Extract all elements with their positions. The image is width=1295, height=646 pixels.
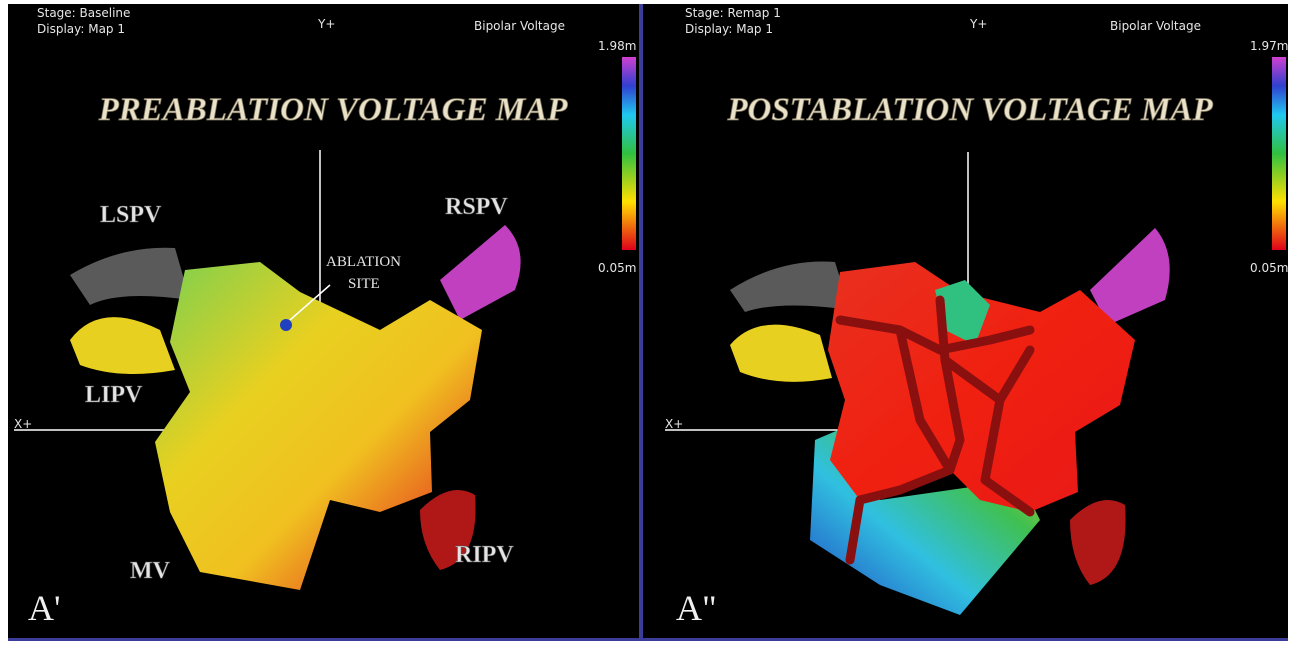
axis-x: X+ bbox=[14, 417, 32, 431]
map-title: POSTABLATION VOLTAGE MAP bbox=[726, 92, 1213, 128]
mode: Bipolar Voltage bbox=[474, 19, 565, 33]
label-lipv: LIPV bbox=[85, 382, 143, 408]
label-site: SITE bbox=[348, 276, 380, 292]
stage: Stage: Remap 1 bbox=[685, 6, 781, 20]
label-ablation: ABLATION bbox=[326, 254, 401, 270]
scale-max: 1.98m bbox=[598, 39, 636, 53]
axis-y: Y+ bbox=[317, 17, 335, 31]
bottom-border bbox=[8, 638, 1288, 641]
label-mv: MV bbox=[130, 558, 171, 584]
scale-max: 1.97m bbox=[1250, 39, 1288, 53]
stage: Stage: Baseline bbox=[37, 6, 130, 20]
figure: Stage: Baseline Display: Map 1 Y+ Bipola… bbox=[0, 0, 1295, 646]
scale-min: 0.05m bbox=[1250, 261, 1288, 275]
axis-x: X+ bbox=[665, 417, 683, 431]
color-bar bbox=[622, 57, 636, 250]
panel-label: A" bbox=[676, 588, 717, 628]
page: {"panels": [ {"stage": "Stage: Baseline"… bbox=[0, 0, 1295, 646]
mode: Bipolar Voltage bbox=[1110, 19, 1201, 33]
scale-min: 0.05m bbox=[598, 261, 636, 275]
divider bbox=[639, 4, 643, 640]
label-ripv: RIPV bbox=[455, 542, 514, 568]
panel-label: A' bbox=[28, 588, 60, 628]
axis-y: Y+ bbox=[969, 17, 987, 31]
label-lspv: LSPV bbox=[100, 202, 162, 228]
ablation-point bbox=[280, 319, 292, 331]
display: Display: Map 1 bbox=[685, 22, 773, 36]
map-title: PREABLATION VOLTAGE MAP bbox=[98, 92, 569, 128]
color-bar bbox=[1272, 57, 1286, 250]
label-rspv: RSPV bbox=[445, 194, 508, 220]
display: Display: Map 1 bbox=[37, 22, 125, 36]
